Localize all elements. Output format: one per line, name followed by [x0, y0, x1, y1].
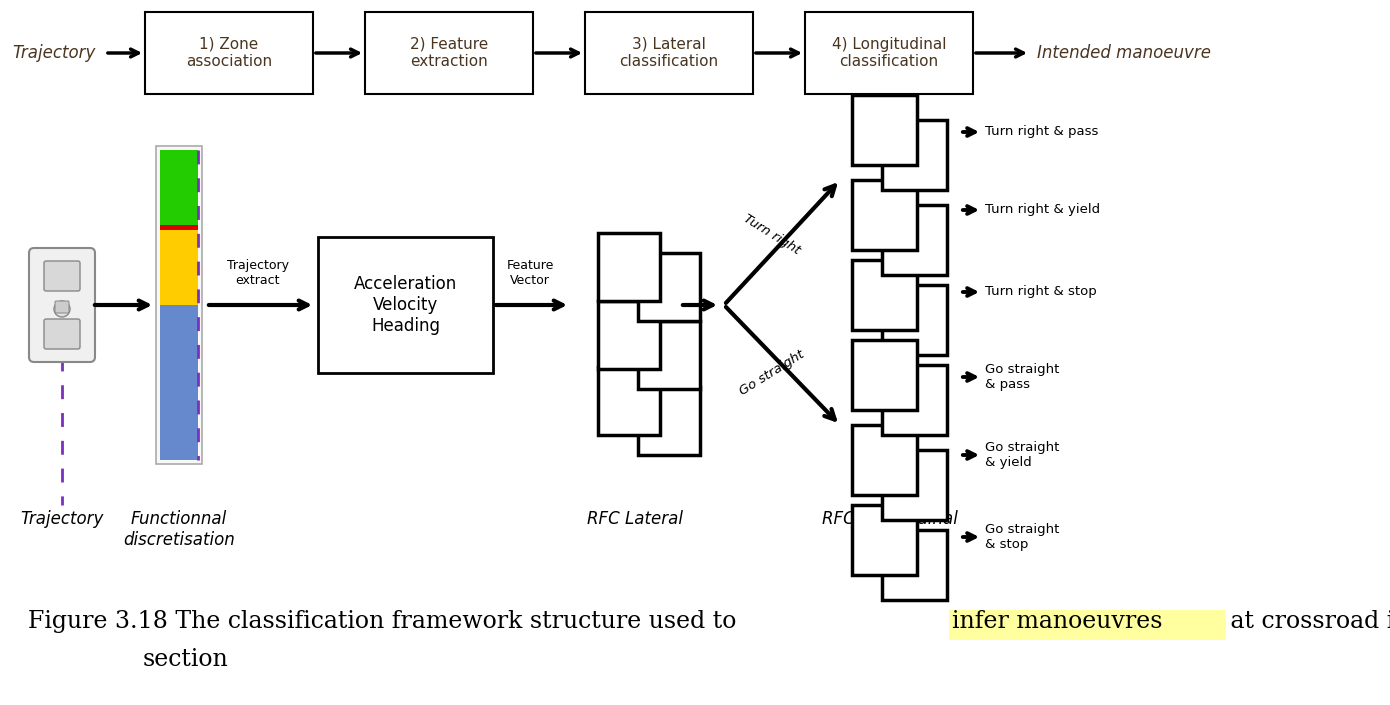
Bar [638, 253, 701, 321]
FancyBboxPatch shape [56, 301, 70, 313]
Text: Turn right: Turn right [741, 212, 803, 257]
Text: RFC longitudinal: RFC longitudinal [821, 510, 958, 528]
Text: Turn right & yield: Turn right & yield [986, 204, 1099, 216]
Text: Go straight
& yield: Go straight & yield [986, 441, 1059, 469]
Text: Turn right & pass: Turn right & pass [986, 125, 1098, 138]
Text: 3) Lateral
classification: 3) Lateral classification [620, 37, 719, 69]
Text: 2) Feature
extraction: 2) Feature extraction [410, 37, 488, 69]
Text: Intended manoeuvre: Intended manoeuvre [1037, 44, 1211, 62]
Text: at crossroad inter-: at crossroad inter- [1223, 610, 1390, 633]
FancyBboxPatch shape [44, 261, 81, 291]
Bar [883, 205, 947, 275]
FancyBboxPatch shape [44, 319, 81, 349]
Bar [160, 225, 197, 305]
Bar [145, 12, 313, 94]
Text: Trajectory
extract: Trajectory extract [227, 259, 289, 287]
Text: RFC Lateral: RFC Lateral [587, 510, 682, 528]
Bar [318, 237, 493, 373]
Bar [638, 387, 701, 455]
Bar [883, 530, 947, 600]
Bar [852, 425, 917, 495]
Bar [160, 150, 197, 225]
Text: infer manoeuvres: infer manoeuvres [952, 610, 1162, 633]
Text: Trajectory: Trajectory [13, 44, 96, 62]
Bar [852, 180, 917, 250]
Bar [598, 233, 660, 301]
Bar [883, 365, 947, 435]
Bar [160, 265, 197, 460]
Bar [156, 146, 202, 464]
Text: Figure 3.18 The classification framework structure used to: Figure 3.18 The classification framework… [28, 610, 744, 633]
Bar [852, 260, 917, 330]
Text: Go straight
& stop: Go straight & stop [986, 523, 1059, 551]
Text: Go straight: Go straight [737, 348, 806, 398]
Bar [883, 120, 947, 190]
Bar [852, 340, 917, 410]
Bar [638, 321, 701, 389]
Text: Turn right & stop: Turn right & stop [986, 286, 1097, 298]
Bar [585, 12, 753, 94]
FancyBboxPatch shape [29, 248, 95, 362]
Bar [598, 367, 660, 435]
Bar [949, 610, 1226, 640]
Text: Go straight
& pass: Go straight & pass [986, 363, 1059, 391]
Bar [598, 301, 660, 369]
Bar [805, 12, 973, 94]
Text: Functionnal
discretisation: Functionnal discretisation [124, 510, 235, 548]
Text: Trajectory: Trajectory [21, 510, 104, 528]
Text: Feature
Vector: Feature Vector [506, 259, 553, 287]
Circle shape [54, 301, 70, 317]
Text: 4) Longitudinal
classification: 4) Longitudinal classification [831, 37, 947, 69]
Bar [852, 505, 917, 575]
Text: 1) Zone
association: 1) Zone association [186, 37, 272, 69]
Bar [852, 95, 917, 165]
Bar [366, 12, 532, 94]
Bar [883, 450, 947, 520]
Bar [160, 175, 197, 230]
Text: section: section [143, 648, 229, 671]
Text: Acceleration
Velocity
Heading: Acceleration Velocity Heading [354, 275, 457, 335]
Bar [883, 285, 947, 355]
